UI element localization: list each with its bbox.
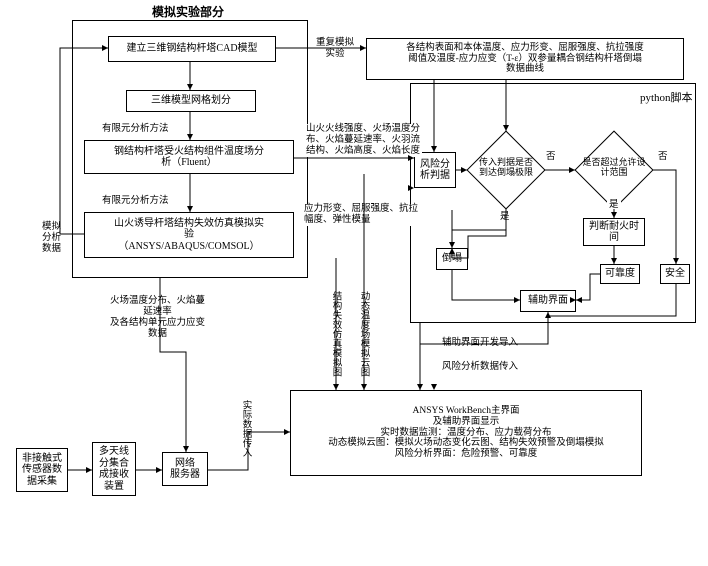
label-fire-params: 山火火线强度、火场温度分 布、火焰蔓延速率、火羽流 结构、火焰高度、火焰长度 <box>304 124 422 157</box>
node-server: 网络 服务器 <box>162 452 208 486</box>
label-resim: 重复模拟 实验 <box>314 38 356 60</box>
node-firetime: 判断耐火时 间 <box>583 218 645 246</box>
label-stress: 应力形变、屈服强度、抗拉 幅度、弹性模量 <box>302 204 420 226</box>
ansys-line-2: 风险分析界面：危险预警、可靠度 <box>395 449 538 460</box>
node-reliability: 可靠度 <box>600 264 640 284</box>
label-no1: 否 <box>544 152 558 163</box>
node-curve: 各结构表面和本体温度、应力形变、屈服强度、抗拉强度 阈值及温度-应力应变（T-ε… <box>366 38 684 80</box>
label-firedist: 火场温度分布、火焰蔓 延速率 及各结构单元应力应变 数据 <box>108 296 207 340</box>
node-cad: 建立三维钢结构杆塔CAD模型 <box>108 36 276 62</box>
node-collapse: 倒塌 <box>436 248 468 270</box>
label-yes1: 是 <box>498 212 512 223</box>
region-python <box>410 83 696 323</box>
ansys-line-0: 实时数据监测：温度分布、应力载荷分布 <box>380 428 551 439</box>
label-dyn-temp-cloud: 动态温度场模拟云图 <box>358 288 368 380</box>
node-failure: 山火诱导杆塔结构失效仿真模拟实 验 （ANSYS/ABAQUS/COMSOL） <box>84 212 294 258</box>
label-struct-fail-sim: 结构失效仿真模拟图 <box>330 288 340 380</box>
node-tempfield: 钢结构杆塔受火结构组件温度场分 析（Fluent） <box>84 140 294 174</box>
node-risk: 风险分 析判据 <box>414 152 456 188</box>
label-fea2: 有限元分析方法 <box>100 196 171 207</box>
node-sensor: 非接触式 传感器数 据采集 <box>16 448 68 492</box>
node-safe: 安全 <box>660 264 690 284</box>
node-aux: 辅助界面 <box>520 290 576 312</box>
region-simulation-label: 模拟实验部分 <box>150 6 226 20</box>
label-fea1: 有限元分析方法 <box>100 124 171 135</box>
ansys-line-1: 动态模拟云图：模拟火场动态变化云图、结构失效预警及倒塌模拟 <box>328 438 604 449</box>
label-aux-import: 辅助界面开发导入 <box>440 338 520 349</box>
ansys-title: ANSYS WorkBench主界面 及辅助界面显示 <box>413 406 520 428</box>
label-no2: 否 <box>656 152 670 163</box>
label-real-data-in: 实际数据传入 <box>240 396 250 460</box>
region-python-label: python脚本 <box>638 92 695 105</box>
label-simdata: 模拟 分析 数据 <box>40 222 63 255</box>
label-yes2: 是 <box>607 200 621 211</box>
label-risk-import: 风险分析数据传入 <box>440 362 520 373</box>
node-ansys: ANSYS WorkBench主界面 及辅助界面显示 实时数据监测：温度分布、应… <box>290 390 642 476</box>
node-antenna: 多天线 分集合 成接收 装置 <box>92 442 136 496</box>
node-mesh: 三维模型网格划分 <box>126 90 256 112</box>
